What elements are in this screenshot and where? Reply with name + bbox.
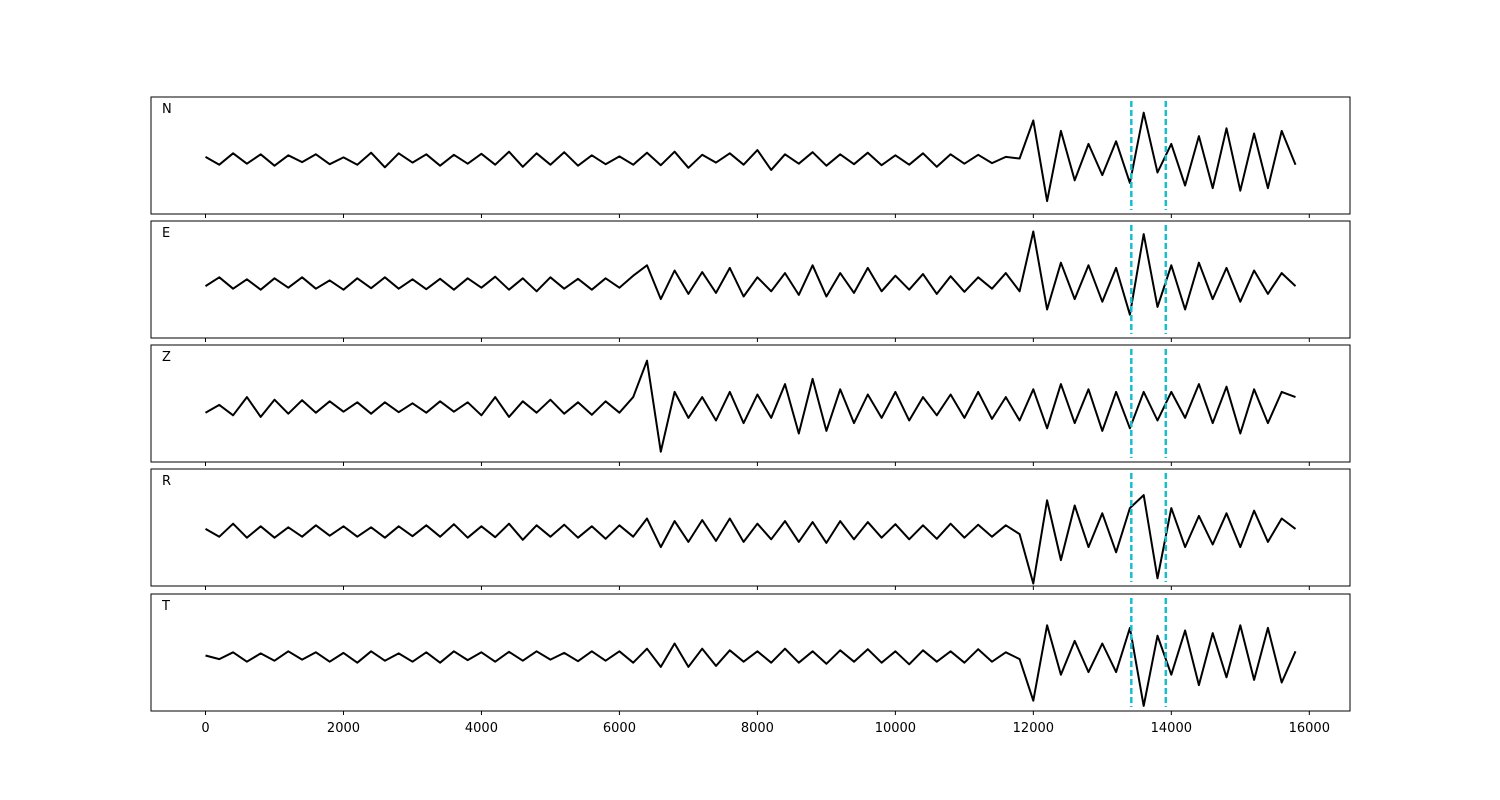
trace xyxy=(204,230,1297,316)
trace xyxy=(205,359,1296,453)
panel-frame xyxy=(150,220,1351,339)
panel-label: N xyxy=(162,102,172,117)
panel-frame xyxy=(150,593,1351,712)
x-tick-label: 2000 xyxy=(327,721,360,736)
trace xyxy=(205,111,1297,203)
x-tick-label: 8000 xyxy=(741,721,774,736)
panel-label: E xyxy=(162,226,170,241)
panel-label: T xyxy=(161,599,170,614)
x-tick-label: 4000 xyxy=(465,721,498,736)
x-tick-label: 14000 xyxy=(1151,721,1192,736)
panel-frame xyxy=(150,344,1351,463)
x-tick-label: 16000 xyxy=(1289,721,1330,736)
x-tick-label: 12000 xyxy=(1013,721,1054,736)
x-tick-label: 0 xyxy=(201,721,209,736)
panel-frame xyxy=(150,468,1351,587)
panel-label: Z xyxy=(162,350,171,365)
panel-label: R xyxy=(162,474,171,489)
x-tick-label: 10000 xyxy=(875,721,916,736)
panel-frame xyxy=(150,96,1351,215)
trace xyxy=(205,624,1297,707)
trace xyxy=(205,494,1297,585)
x-tick-label: 6000 xyxy=(603,721,636,736)
